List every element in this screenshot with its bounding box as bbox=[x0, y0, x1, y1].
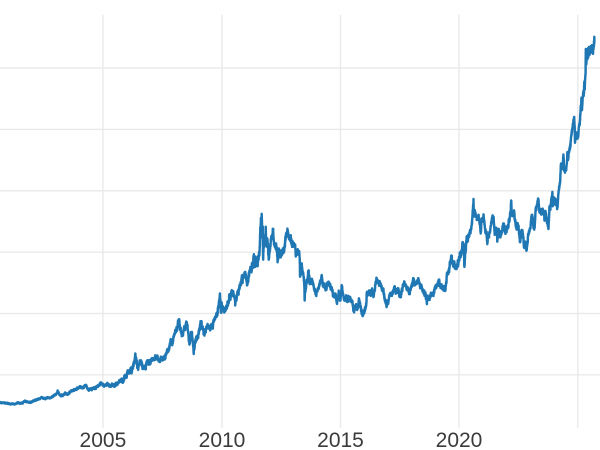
svg-text:2020: 2020 bbox=[436, 429, 483, 450]
svg-text:2010: 2010 bbox=[199, 429, 246, 450]
svg-text:2005: 2005 bbox=[80, 429, 127, 450]
svg-text:2015: 2015 bbox=[317, 429, 364, 450]
